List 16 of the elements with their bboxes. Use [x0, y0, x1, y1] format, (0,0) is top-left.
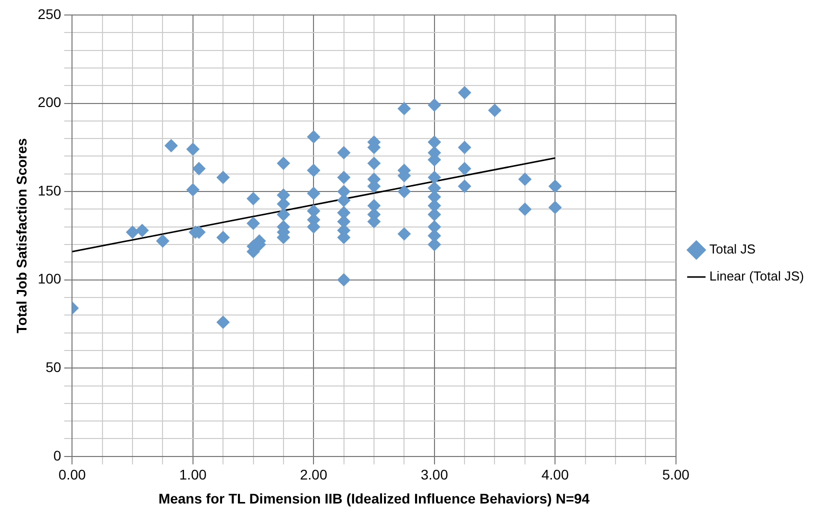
- y-tick-label: 200: [38, 94, 62, 110]
- y-tick-label: 150: [38, 182, 62, 198]
- x-tick-label: 1.00: [179, 466, 207, 483]
- y-tick-label: 250: [38, 6, 62, 22]
- x-axis-title: Means for TL Dimension IIB (Idealized Influence Behaviors) N=94: [158, 490, 590, 506]
- y-axis-title: Total Job Satisfaction Scores: [13, 138, 30, 334]
- legend-label: Linear (Total JS): [709, 268, 804, 284]
- x-tick-label: 5.00: [662, 466, 690, 483]
- y-tick-label: 0: [53, 447, 62, 464]
- x-tick-label: 2.00: [300, 466, 328, 483]
- legend-label: Total JS: [709, 242, 756, 257]
- x-tick-label: 3.00: [420, 466, 448, 483]
- y-tick-label: 100: [38, 270, 62, 287]
- x-tick-label: 4.00: [541, 466, 569, 483]
- x-tick-label: 0.00: [58, 466, 86, 483]
- y-tick-label: 50: [46, 358, 62, 375]
